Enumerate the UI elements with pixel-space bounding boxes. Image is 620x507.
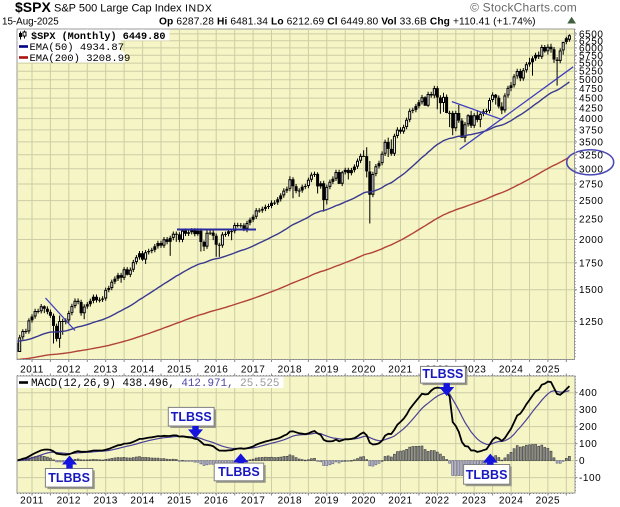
- svg-text:5750: 5750: [579, 51, 603, 62]
- svg-text:2013: 2013: [93, 365, 117, 376]
- svg-text:0: 0: [579, 456, 585, 467]
- svg-text:4000: 4000: [579, 114, 603, 125]
- svg-text:2023: 2023: [462, 365, 486, 376]
- svg-text:5000: 5000: [579, 75, 603, 86]
- svg-text:TLBBS: TLBBS: [466, 468, 508, 482]
- svg-text:6250: 6250: [579, 36, 603, 47]
- svg-text:EMA(50) 4934.87: EMA(50) 4934.87: [30, 42, 125, 54]
- svg-text:4500: 4500: [579, 94, 603, 105]
- svg-text:-100: -100: [579, 473, 601, 484]
- svg-text:2012: 2012: [57, 365, 81, 376]
- svg-text:15-Aug-2025: 15-Aug-2025: [2, 17, 59, 28]
- svg-text:© StockCharts.com: © StockCharts.com: [470, 1, 577, 15]
- svg-text:S&P 500 Large Cap Index: S&P 500 Large Cap Index: [54, 3, 182, 15]
- svg-text:3750: 3750: [579, 125, 603, 136]
- svg-text:2019: 2019: [315, 496, 339, 507]
- svg-text:3500: 3500: [579, 137, 603, 148]
- svg-text:2017: 2017: [241, 365, 265, 376]
- svg-text:4750: 4750: [579, 84, 603, 95]
- svg-text:2014: 2014: [130, 496, 154, 507]
- svg-text:2500: 2500: [579, 196, 603, 207]
- svg-text:2023: 2023: [462, 496, 486, 507]
- svg-text:TLBBS: TLBBS: [48, 471, 90, 485]
- svg-text:2250: 2250: [579, 215, 603, 226]
- svg-text:6000: 6000: [579, 43, 603, 54]
- svg-text:2025: 2025: [536, 365, 560, 376]
- svg-text:1750: 1750: [579, 258, 603, 269]
- svg-text:3250: 3250: [579, 150, 603, 161]
- svg-text:2016: 2016: [204, 365, 228, 376]
- svg-text:2014: 2014: [130, 365, 154, 376]
- svg-text:2013: 2013: [93, 496, 117, 507]
- svg-text:5500: 5500: [579, 59, 603, 70]
- svg-text:Op 6287.28 Hi 6481.34 Lo 6212.: Op 6287.28 Hi 6481.34 Lo 6212.69 Cl 6449…: [159, 17, 536, 28]
- svg-text:2020: 2020: [351, 496, 375, 507]
- svg-text:2017: 2017: [241, 496, 265, 507]
- svg-text:2024: 2024: [499, 365, 523, 376]
- svg-text:2025: 2025: [536, 496, 560, 507]
- svg-text:EMA(200) 3208.99: EMA(200) 3208.99: [30, 53, 131, 65]
- svg-text:2018: 2018: [278, 365, 302, 376]
- svg-text:2012: 2012: [57, 496, 81, 507]
- svg-text:TLBSS: TLBSS: [171, 410, 212, 424]
- svg-text:4250: 4250: [579, 104, 603, 115]
- svg-text:2018: 2018: [278, 496, 302, 507]
- svg-text:2000: 2000: [579, 235, 603, 246]
- svg-text:2750: 2750: [579, 180, 603, 191]
- svg-text:6500: 6500: [579, 29, 603, 40]
- svg-text:2011: 2011: [20, 365, 44, 376]
- svg-text:$SPX: $SPX: [15, 0, 51, 15]
- svg-text:MACD(12,26,9) 438.496, 412.971: MACD(12,26,9) 438.496, 412.971, 25.525: [31, 378, 279, 390]
- svg-text:1500: 1500: [579, 285, 603, 296]
- svg-text:400: 400: [579, 388, 597, 399]
- svg-text:2021: 2021: [388, 496, 412, 507]
- svg-text:200: 200: [579, 422, 597, 433]
- svg-text:TLBBS: TLBBS: [218, 465, 260, 479]
- svg-text:300: 300: [579, 405, 597, 416]
- svg-text:2021: 2021: [388, 365, 412, 376]
- svg-text:3000: 3000: [579, 164, 603, 175]
- svg-text:1250: 1250: [579, 317, 603, 328]
- svg-text:$SPX (Monthly) 6449.80: $SPX (Monthly) 6449.80: [31, 31, 166, 43]
- svg-text:INDX: INDX: [185, 3, 213, 15]
- svg-text:2015: 2015: [167, 496, 191, 507]
- svg-text:2020: 2020: [351, 365, 375, 376]
- svg-text:5250: 5250: [579, 67, 603, 78]
- svg-text:100: 100: [579, 439, 597, 450]
- svg-text:2011: 2011: [20, 496, 44, 507]
- svg-text:2022: 2022: [425, 496, 449, 507]
- svg-text:2016: 2016: [204, 496, 228, 507]
- svg-text:TLBSS: TLBSS: [422, 367, 463, 381]
- svg-text:2015: 2015: [167, 365, 191, 376]
- svg-text:2024: 2024: [499, 496, 523, 507]
- svg-text:2019: 2019: [315, 365, 339, 376]
